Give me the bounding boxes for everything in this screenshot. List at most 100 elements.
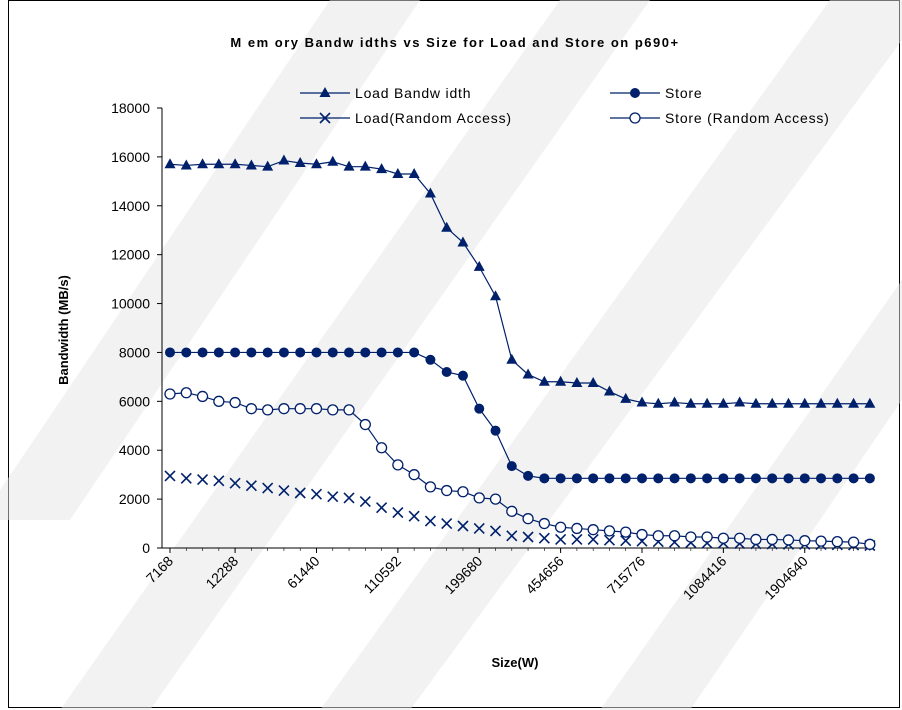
data-point-open-circle	[278, 403, 290, 415]
data-point-open-circle	[245, 403, 258, 415]
data-point-triangle	[620, 392, 632, 403]
data-point-triangle	[522, 368, 534, 379]
data-point-triangle	[848, 397, 860, 408]
x-tick-label: 110592	[360, 553, 404, 597]
data-point-circle	[604, 473, 615, 484]
data-point-circle	[392, 347, 403, 358]
legend: Load Bandw idth Store Load(Random Access) S…	[300, 85, 830, 126]
data-point-circle	[734, 473, 745, 484]
data-point-circle	[702, 473, 713, 484]
data-point-triangle	[197, 158, 209, 169]
data-point-open-circle	[473, 492, 485, 504]
data-point-x	[522, 531, 534, 543]
data-point-circle	[295, 347, 306, 358]
data-point-x	[245, 480, 257, 492]
data-point-triangle	[538, 375, 550, 386]
data-point-open-circle	[750, 533, 762, 546]
legend-label: Load Bandw idth	[355, 85, 471, 101]
data-point-open-circle	[457, 486, 469, 498]
data-point-x	[392, 506, 404, 519]
data-point-open-circle	[636, 528, 648, 541]
data-point-triangle	[392, 168, 404, 178]
data-point-circle	[555, 473, 566, 484]
data-point-open-circle	[506, 505, 518, 517]
data-point-open-circle	[408, 469, 420, 481]
y-tick-label: 4000	[119, 442, 150, 458]
data-point-x	[587, 533, 599, 546]
data-point-x	[310, 488, 323, 500]
data-point-circle	[311, 347, 322, 358]
data-point-triangle	[490, 290, 502, 301]
data-point-circle	[653, 473, 664, 484]
data-point-circle	[490, 425, 501, 436]
data-point-triangle	[815, 397, 827, 408]
data-point-circle	[376, 347, 387, 358]
x-tick-label: 454656	[522, 553, 566, 597]
data-point-triangle	[799, 397, 811, 408]
data-point-circle	[588, 473, 599, 484]
data-point-open-circle	[294, 403, 306, 415]
data-point-triangle	[636, 396, 648, 407]
data-point-x	[262, 482, 274, 494]
series-4	[164, 387, 876, 550]
data-point-open-circle	[571, 522, 583, 535]
data-point-x	[473, 522, 485, 535]
data-point-triangle	[750, 397, 762, 408]
y-ticks: 0 2000 4000 6000 8000 10000 12000 14000 16000 180…	[111, 100, 162, 556]
data-point-circle	[750, 473, 761, 484]
data-point-triangle	[652, 397, 664, 408]
data-point-triangle	[327, 155, 339, 166]
legend-label: Store	[665, 85, 702, 101]
data-point-triangle	[587, 377, 599, 387]
data-point-circle	[327, 347, 338, 358]
data-point-x	[343, 492, 355, 504]
y-tick-label: 10000	[111, 296, 150, 312]
y-tick-label: 18000	[111, 100, 150, 116]
data-point-x	[164, 470, 176, 482]
y-tick-label: 0	[142, 540, 150, 556]
data-point-x	[376, 502, 388, 514]
data-point-triangle	[213, 158, 225, 169]
data-point-triangle	[555, 375, 567, 386]
data-point-open-circle	[196, 390, 209, 403]
series-1	[164, 154, 876, 408]
data-point-x	[424, 515, 436, 527]
legend-label: Store (Random Access)	[665, 110, 830, 126]
data-point-open-circle	[782, 534, 795, 546]
data-point-triangle	[717, 397, 729, 408]
chart-title: M em ory Bandw idths vs Size for Load an…	[230, 35, 679, 50]
data-point-triangle	[571, 377, 583, 387]
data-point-triangle	[343, 160, 355, 171]
legend-label: Load(Random Access)	[355, 110, 512, 126]
data-point-circle	[637, 473, 647, 484]
data-point-open-circle	[489, 493, 502, 505]
x-axis-label: Size(W)	[492, 655, 539, 670]
data-point-circle	[685, 473, 696, 484]
data-point-circle	[832, 473, 843, 484]
data-point-open-circle	[717, 532, 730, 544]
data-point-triangle	[506, 353, 518, 364]
data-point-x	[294, 487, 306, 499]
data-point-circle	[767, 473, 778, 484]
series-group	[164, 154, 876, 552]
data-point-triangle	[473, 260, 485, 271]
data-point-open-circle	[864, 538, 876, 550]
y-axis-label: Bandwidth (MB/s)	[56, 275, 71, 385]
x-tick-label: 715776	[604, 553, 648, 597]
y-tick-label: 2000	[119, 491, 150, 507]
data-point-x	[489, 525, 502, 537]
data-point-triangle	[229, 158, 241, 169]
data-point-triangle	[831, 397, 843, 408]
data-point-open-circle	[603, 525, 616, 537]
data-point-triangle	[864, 397, 876, 408]
data-point-circle	[441, 367, 452, 377]
data-point-triangle	[294, 157, 306, 167]
legend-item: Load Bandw idth	[300, 85, 471, 101]
data-point-open-circle	[587, 524, 599, 536]
data-point-open-circle	[734, 532, 746, 544]
data-point-circle	[848, 473, 859, 484]
data-point-open-circle	[424, 481, 437, 493]
data-point-open-circle	[229, 396, 241, 409]
